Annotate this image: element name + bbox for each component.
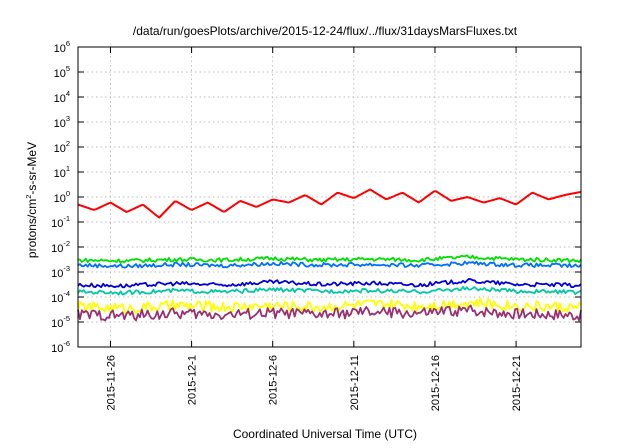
series-line-5 (77, 285, 582, 296)
y-tick-exponent: -6 (63, 339, 70, 348)
y-tick-base: 10 (51, 218, 63, 230)
y-tick-base: 10 (54, 143, 66, 155)
x-tick-label: 2015-12-16 (430, 355, 442, 411)
x-tick-label: 2015-11-26 (105, 355, 117, 410)
y-tick-exponent: -2 (63, 239, 70, 248)
y-tick-label: 10-6 (51, 339, 70, 355)
y-tick-exponent: 2 (66, 139, 70, 148)
y-tick-exponent: 5 (66, 64, 70, 73)
y-tick-base: 10 (51, 318, 63, 330)
series-line-6 (77, 297, 582, 315)
y-tick-base: 10 (54, 118, 66, 130)
x-axis-label: Coordinated Universal Time (UTC) (233, 427, 417, 441)
y-axis: 10610510410310210110010-110-210-310-410-… (51, 39, 581, 355)
y-tick-base: 10 (54, 68, 66, 80)
y-tick-base: 10 (54, 43, 66, 55)
y-tick-label: 10-1 (51, 214, 70, 230)
y-tick-base: 10 (51, 268, 63, 280)
x-tick-label: 2015-12-6 (268, 355, 280, 405)
y-tick-label: 10-5 (51, 314, 70, 330)
x-tick-label: 2015-12-11 (349, 355, 361, 410)
y-tick-base: 10 (51, 293, 63, 305)
y-tick-exponent: -4 (63, 289, 70, 298)
y-tick-label: 102 (54, 139, 70, 155)
y-tick-label: 106 (54, 39, 70, 55)
y-tick-exponent: -5 (63, 314, 70, 323)
grid (78, 47, 581, 347)
x-axis: 2015-11-26 2015-12-1 2015-12-6 2015-12-11 20… (105, 47, 523, 411)
y-tick-label: 10-4 (51, 289, 70, 305)
y-axis-label-suffix: -s-sr-MeV (25, 142, 39, 195)
y-tick-label: 104 (54, 89, 70, 105)
y-tick-label: 103 (54, 114, 70, 130)
y-tick-base: 10 (51, 243, 63, 255)
chart-title: /data/run/goesPlots/archive/2015-12-24/f… (133, 24, 518, 38)
y-tick-label: 100 (54, 189, 70, 205)
y-tick-exponent: -3 (63, 264, 70, 273)
y-axis-label: protons/cm2-s-sr-MeV (24, 142, 39, 258)
y-tick-exponent: 1 (66, 164, 70, 173)
y-tick-exponent: -1 (63, 214, 70, 223)
y-tick-label: 105 (54, 64, 70, 80)
x-tick-label: 2015-12-21 (511, 355, 523, 411)
series-layer (77, 188, 582, 322)
y-tick-label: 10-3 (51, 264, 70, 280)
y-tick-base: 10 (54, 93, 66, 105)
y-tick-base: 10 (54, 193, 66, 205)
y-axis-label-sup: 2 (24, 195, 33, 199)
y-tick-exponent: 4 (66, 89, 70, 98)
y-tick-label: 10-2 (51, 239, 70, 255)
y-tick-label: 101 (54, 164, 70, 180)
y-axis-label-prefix: protons/cm (25, 199, 39, 258)
series-line-3 (77, 260, 582, 269)
series-line-4 (77, 277, 582, 289)
y-tick-exponent: 6 (66, 39, 70, 48)
y-tick-base: 10 (54, 168, 66, 180)
y-tick-base: 10 (51, 343, 63, 355)
series-line-1 (77, 188, 582, 219)
y-tick-exponent: 3 (66, 114, 70, 123)
series-line-2 (77, 254, 582, 264)
x-tick-label: 2015-12-1 (187, 355, 199, 405)
series-line-7 (77, 304, 582, 322)
y-tick-exponent: 0 (66, 189, 70, 198)
